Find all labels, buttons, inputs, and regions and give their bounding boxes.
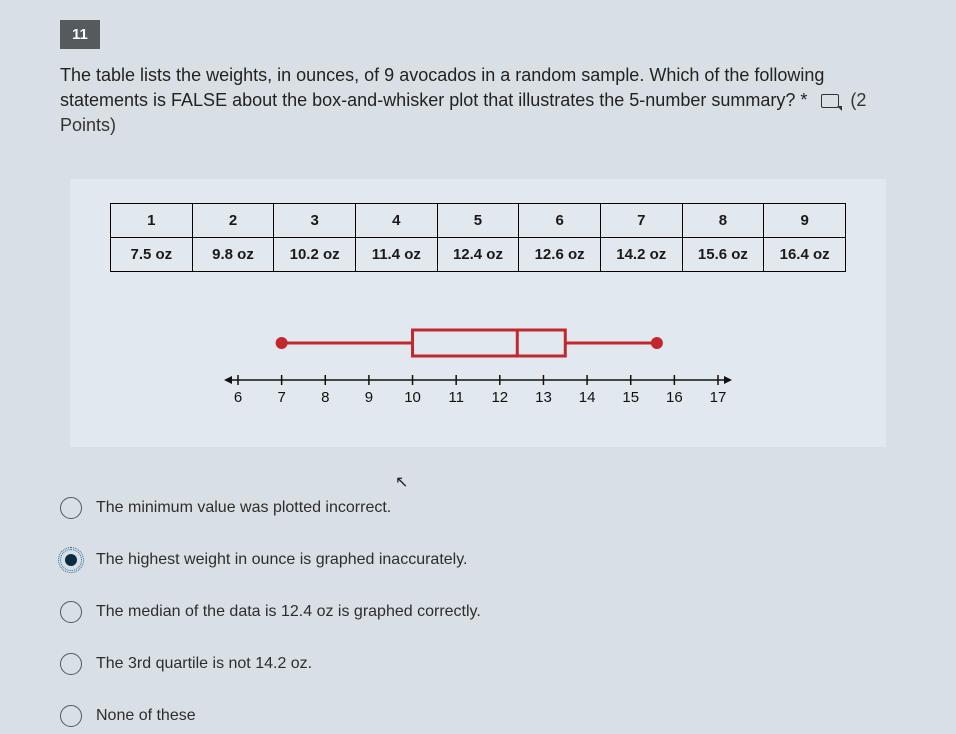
option-label: The 3rd quartile is not 14.2 oz. [96, 655, 312, 673]
radio-icon[interactable] [60, 601, 82, 623]
svg-text:15: 15 [622, 389, 639, 406]
question-body: The table lists the weights, in ounces, … [60, 65, 824, 110]
radio-icon[interactable] [60, 653, 82, 675]
table-cell: 16.4 oz [764, 237, 846, 271]
option-c[interactable]: The median of the data is 12.4 oz is gra… [60, 601, 896, 623]
table-row: 1 2 3 4 5 6 7 8 9 [111, 203, 846, 237]
table-cell: 12.4 oz [437, 237, 519, 271]
table-cell: 1 [111, 203, 193, 237]
svg-text:11: 11 [448, 389, 464, 406]
cursor-icon: ↖ [395, 472, 408, 492]
table-cell: 10.2 oz [274, 237, 356, 271]
table-cell: 7 [600, 203, 682, 237]
table-cell: 5 [437, 203, 519, 237]
option-b[interactable]: The highest weight in ounce is graphed i… [60, 549, 896, 571]
options-list: The minimum value was plotted incorrect.… [60, 497, 896, 727]
boxplot-container: 6 7 8 9 10 11 12 13 14 15 16 17 [110, 302, 846, 417]
svg-text:17: 17 [710, 389, 727, 406]
table-cell: 14.2 oz [600, 237, 682, 271]
table-cell: 12.6 oz [519, 237, 601, 271]
table-cell: 3 [274, 203, 356, 237]
option-label: None of these [96, 707, 196, 725]
question-number-badge: 11 [60, 20, 100, 49]
svg-text:9: 9 [365, 389, 373, 406]
table-cell: 2 [192, 203, 274, 237]
option-label: The median of the data is 12.4 oz is gra… [96, 603, 481, 621]
table-cell: 15.6 oz [682, 237, 764, 271]
media-block: 1 2 3 4 5 6 7 8 9 7.5 oz 9.8 oz 10.2 oz … [70, 179, 886, 447]
table-cell: 8 [682, 203, 764, 237]
table-cell: 7.5 oz [111, 237, 193, 271]
option-e[interactable]: None of these [60, 705, 896, 727]
svg-text:7: 7 [277, 389, 285, 406]
svg-text:8: 8 [321, 389, 329, 406]
radio-icon[interactable] [60, 549, 82, 571]
table-cell: 4 [355, 203, 437, 237]
table-row: 7.5 oz 9.8 oz 10.2 oz 11.4 oz 12.4 oz 12… [111, 237, 846, 271]
option-a[interactable]: The minimum value was plotted incorrect. [60, 497, 896, 519]
table-cell: 11.4 oz [355, 237, 437, 271]
svg-text:14: 14 [579, 389, 596, 406]
svg-text:16: 16 [666, 389, 683, 406]
boxplot-svg: 6 7 8 9 10 11 12 13 14 15 16 17 [218, 302, 738, 412]
option-d[interactable]: The 3rd quartile is not 14.2 oz. [60, 653, 896, 675]
svg-text:12: 12 [491, 389, 508, 406]
table-cell: 6 [519, 203, 601, 237]
option-label: The highest weight in ounce is graphed i… [96, 551, 467, 569]
radio-icon[interactable] [60, 497, 82, 519]
option-label: The minimum value was plotted incorrect. [96, 499, 391, 517]
table-cell: 9.8 oz [192, 237, 274, 271]
radio-icon[interactable] [60, 705, 82, 727]
data-table: 1 2 3 4 5 6 7 8 9 7.5 oz 9.8 oz 10.2 oz … [110, 203, 846, 272]
question-text: The table lists the weights, in ounces, … [60, 63, 896, 139]
svg-text:6: 6 [234, 389, 242, 406]
svg-text:13: 13 [535, 389, 552, 406]
immersive-reader-icon[interactable] [821, 94, 839, 108]
svg-text:10: 10 [404, 389, 421, 406]
table-cell: 9 [764, 203, 846, 237]
